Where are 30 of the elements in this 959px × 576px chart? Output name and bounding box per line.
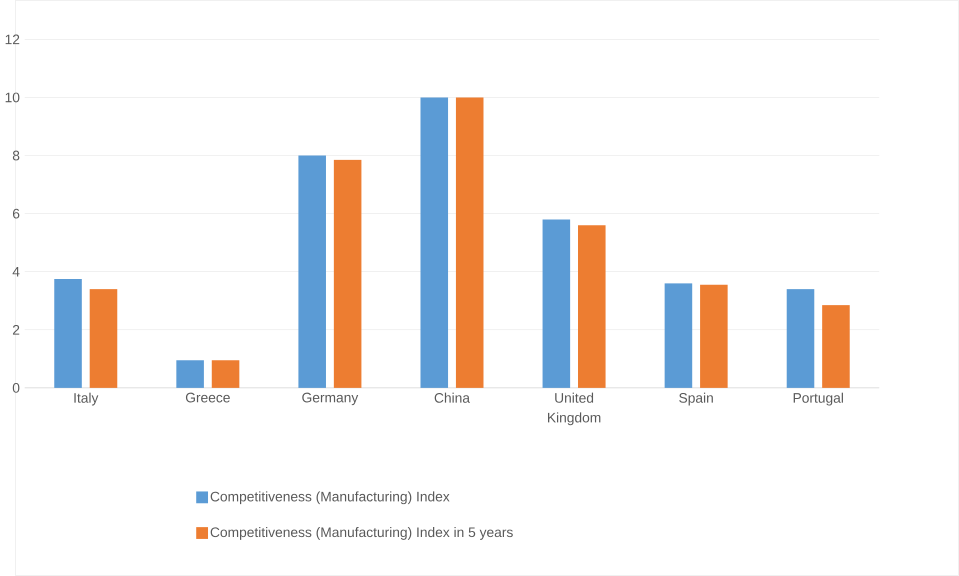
bar [420, 97, 448, 388]
y-tick-label: 12 [6, 34, 20, 44]
x-tick-label: United Kingdom [548, 392, 600, 426]
bar [786, 289, 814, 388]
bar [456, 97, 484, 388]
x-tick-label: Greece [186, 392, 230, 402]
x-tick-label: China [434, 392, 470, 403]
legend-label: Competitiveness (Manufacturing) Index [210, 491, 450, 504]
y-tick-label: 4 [12, 267, 20, 276]
legend-label: Competitiveness (Manufacturing) Index in 5 years [210, 527, 513, 540]
x-tick-label: Germany [302, 392, 358, 406]
x-tick-label: Italy [74, 392, 98, 406]
y-tick-label: 6 [12, 208, 20, 219]
y-tick-label: 8 [12, 150, 20, 160]
bar [298, 156, 326, 388]
bar [700, 284, 728, 388]
bar [664, 283, 692, 388]
x-tick-label: Spain [679, 392, 713, 406]
y-tick-label: 0 [12, 383, 20, 393]
bar [578, 225, 606, 388]
bar [212, 360, 240, 388]
bar [90, 289, 118, 388]
x-tick-label: Portugal [794, 392, 843, 406]
bar [54, 279, 82, 388]
bar [822, 305, 850, 388]
bar [542, 219, 570, 388]
y-tick-label: 10 [6, 92, 20, 102]
bar [334, 160, 362, 388]
y-tick-label: 2 [12, 325, 20, 335]
bar [176, 360, 204, 388]
